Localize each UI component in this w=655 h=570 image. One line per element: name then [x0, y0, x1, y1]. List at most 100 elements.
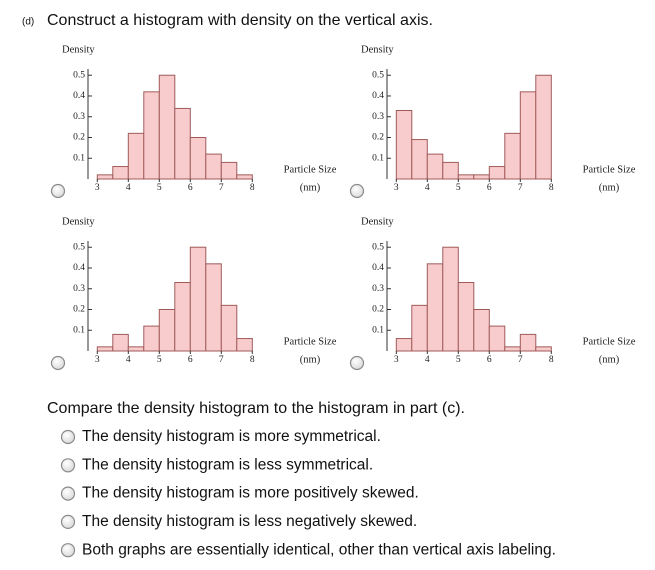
- histogram-bar: [519, 333, 537, 352]
- y-tick-label: 0.1: [372, 325, 384, 335]
- option-text: The density histogram is less negatively…: [82, 513, 417, 530]
- x-tick-label: 3: [95, 355, 100, 365]
- option-radio[interactable]: [60, 543, 76, 558]
- histogram-bar: [220, 161, 238, 180]
- histogram-bar: [395, 338, 413, 352]
- x-tick-label: 6: [487, 183, 492, 193]
- histogram-bar: [236, 174, 253, 180]
- answer-radio[interactable]: [349, 183, 365, 199]
- option-radio[interactable]: [60, 514, 76, 530]
- x-tick-label: 4: [126, 355, 131, 365]
- option-radio[interactable]: [60, 486, 76, 501]
- y-tick-label: 0.5: [73, 242, 85, 252]
- histogram-bar: [174, 282, 191, 352]
- histogram-bar: [411, 304, 428, 352]
- histogram-bar: [174, 107, 191, 180]
- option-text: The density histogram is more symmetrica…: [82, 428, 381, 445]
- y-tick-label: 0.5: [372, 70, 384, 80]
- x-axis-label: (nm): [599, 182, 620, 193]
- histogram-bar: [112, 333, 129, 352]
- x-tick-label: 8: [549, 183, 554, 193]
- x-tick-label: 7: [518, 183, 523, 193]
- option-text: The density histogram is more positively…: [82, 485, 419, 502]
- y-tick-label: 0.4: [73, 91, 85, 101]
- histogram-bar: [457, 174, 475, 180]
- y-tick-label: 0.4: [372, 263, 384, 273]
- y-tick-label: 0.5: [73, 70, 85, 80]
- x-tick-label: 8: [549, 355, 554, 365]
- y-tick-label: 0.3: [372, 284, 384, 294]
- answer-radio[interactable]: [50, 183, 66, 199]
- y-axis-label: Density: [62, 44, 95, 55]
- histogram-bar: [96, 174, 114, 180]
- x-axis-label: Particle Size: [284, 164, 337, 175]
- histogram-bar: [127, 346, 145, 352]
- histogram-bar: [504, 132, 521, 180]
- option-text: The density histogram is less symmetrica…: [82, 456, 373, 473]
- histogram-bar: [143, 91, 160, 180]
- x-tick-label: 7: [518, 355, 523, 365]
- y-tick-label: 0.4: [73, 263, 85, 273]
- histogram-bar: [220, 304, 238, 352]
- histogram-bar: [127, 132, 145, 180]
- x-axis-label: Particle Size: [583, 164, 636, 175]
- histogram-bar: [426, 153, 444, 180]
- answer-radio[interactable]: [50, 355, 66, 371]
- x-tick-label: 3: [394, 183, 399, 193]
- option-radio[interactable]: [60, 429, 76, 445]
- x-tick-label: 6: [188, 183, 193, 193]
- y-tick-label: 0.3: [372, 112, 384, 122]
- histogram-bar: [205, 263, 222, 352]
- y-tick-label: 0.1: [372, 153, 384, 163]
- histogram-bar: [96, 346, 114, 352]
- histogram-bar: [504, 346, 521, 352]
- histogram-bar: [158, 308, 176, 352]
- x-tick-label: 8: [250, 183, 255, 193]
- question-prompt: Compare the density histogram to the his…: [47, 400, 465, 417]
- x-axis-label: (nm): [599, 354, 620, 365]
- x-tick-label: 6: [188, 355, 193, 365]
- y-tick-label: 0.2: [73, 133, 85, 143]
- y-axis-label: Density: [361, 216, 394, 227]
- histogram-bar: [205, 153, 222, 180]
- y-axis-label: Density: [361, 44, 394, 55]
- y-tick-label: 0.1: [73, 153, 85, 163]
- y-tick-label: 0.1: [73, 325, 85, 335]
- x-tick-label: 3: [394, 355, 399, 365]
- histogram-bar: [488, 166, 506, 180]
- histogram-bar: [158, 74, 176, 180]
- x-tick-label: 3: [95, 183, 100, 193]
- x-tick-label: 5: [456, 183, 461, 193]
- x-tick-label: 6: [487, 355, 492, 365]
- histogram-bar: [395, 110, 413, 180]
- option-radio[interactable]: [60, 458, 76, 473]
- histogram-bar: [535, 346, 552, 352]
- y-tick-label: 0.3: [73, 284, 85, 294]
- y-axis-label: Density: [62, 216, 95, 227]
- x-tick-label: 5: [157, 355, 162, 365]
- y-tick-label: 0.2: [372, 133, 384, 143]
- histogram-bar: [519, 91, 537, 180]
- histogram-bar: [442, 246, 459, 352]
- histogram-bar: [442, 161, 459, 180]
- x-tick-label: 8: [250, 355, 255, 365]
- y-tick-label: 0.4: [372, 91, 384, 101]
- x-tick-label: 4: [425, 355, 430, 365]
- histogram-bar: [535, 74, 552, 180]
- x-tick-label: 5: [157, 183, 162, 193]
- part-label: (d): [22, 17, 34, 28]
- histogram-bar: [473, 308, 490, 352]
- x-tick-label: 4: [425, 183, 430, 193]
- x-axis-label: (nm): [300, 354, 321, 365]
- histogram-bar: [189, 246, 207, 352]
- title: Construct a histogram with density on th…: [47, 12, 433, 29]
- y-tick-label: 0.3: [73, 112, 85, 122]
- histogram-bar: [143, 325, 160, 352]
- histogram-bar: [112, 166, 129, 180]
- x-axis-label: Particle Size: [284, 336, 337, 347]
- histogram-bar: [411, 139, 428, 180]
- answer-radio[interactable]: [349, 355, 365, 371]
- x-tick-label: 7: [219, 183, 224, 193]
- y-tick-label: 0.2: [73, 305, 85, 315]
